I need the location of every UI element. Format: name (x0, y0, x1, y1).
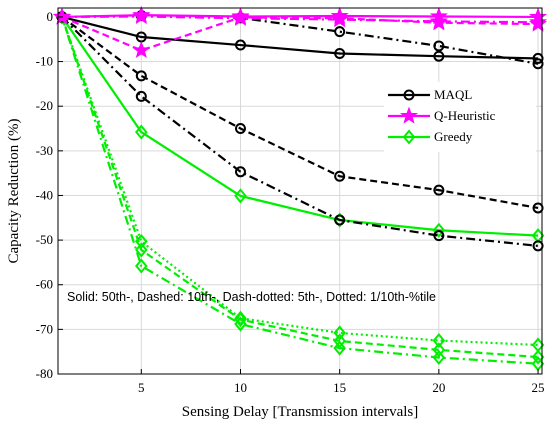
data-point-circle (532, 240, 544, 252)
data-point-diamond (333, 333, 346, 349)
data-point-circle (334, 170, 346, 182)
data-point-diamond (333, 325, 346, 341)
series-maql-50th-line (61, 15, 539, 60)
y-tick-label: -80 (36, 366, 53, 381)
x-tick-label: 20 (432, 380, 445, 395)
y-ticks: 0 -10 -20 -30 -40 -50 -60 -70 -80 (36, 9, 63, 381)
y-tick-label: -10 (36, 54, 53, 69)
data-point-diamond (432, 222, 446, 238)
data-point-star (330, 10, 349, 28)
data-point-diamond (432, 332, 446, 349)
data-point-diamond (234, 188, 247, 204)
data-point-star (529, 12, 548, 30)
legend-item-greedy: Greedy (388, 129, 473, 145)
y-axis-label: Capacity Reduction (%) (6, 119, 22, 264)
data-point-circle (234, 166, 246, 178)
data-point-circle (334, 214, 346, 226)
y-tick-label: -20 (36, 98, 53, 113)
x-tick-label: 10 (234, 380, 247, 395)
data-point-diamond (531, 349, 545, 365)
data-point-star (132, 40, 151, 59)
series-greedy-10th-line (60, 16, 539, 359)
data-point-star (231, 8, 250, 26)
data-point-circle (532, 202, 544, 214)
x-tick-label: 15 (333, 380, 346, 395)
series-q-heuristic-10th-line (61, 15, 539, 52)
data-point-circle (334, 48, 346, 60)
legend-label-maql: MAQL (434, 87, 472, 102)
series-greedy-50th-line (61, 16, 539, 237)
chart-annotation: Solid: 50th-, Dashed: 10th-, Dash-dotted… (67, 290, 436, 304)
data-point-diamond (135, 258, 148, 274)
data-point-circle (433, 230, 445, 242)
legend-item-q-heuristic: Q-Heuristic (388, 106, 496, 124)
legend: MAQL Q-Heuristic Greedy (384, 82, 536, 152)
data-point-circle (334, 26, 346, 38)
y-tick-label: 0 (47, 9, 54, 24)
series-greedy-5th-line (60, 16, 539, 365)
data-point-circle (135, 70, 147, 82)
diamond-marker-icon (402, 129, 416, 145)
y-tick-label: -60 (36, 277, 53, 292)
x-tick-label: 5 (138, 380, 145, 395)
y-tick-label: -70 (36, 321, 53, 336)
series-q-heuristic-5th (52, 7, 548, 30)
legend-label-greedy: Greedy (434, 129, 473, 144)
data-point-diamond (135, 233, 148, 249)
data-point-circle (532, 58, 544, 70)
data-point-diamond (135, 124, 148, 140)
data-point-circle (135, 90, 147, 102)
data-point-diamond (531, 337, 545, 353)
series-q-heuristic-50th-line (61, 14, 539, 19)
series-maql-5th-line (61, 16, 539, 247)
data-point-star (429, 11, 448, 30)
data-point-diamond (234, 316, 247, 332)
data-point-diamond (432, 349, 446, 366)
legend-item-maql: MAQL (388, 87, 472, 102)
data-point-circle (234, 39, 246, 51)
data-point-circle (433, 50, 445, 62)
y-tick-label: -30 (36, 143, 53, 158)
data-point-star (132, 7, 151, 25)
plot-frame (57, 7, 543, 375)
data-point-star (52, 7, 71, 25)
legend-label-q-heuristic: Q-Heuristic (434, 108, 496, 123)
series-maql-1-10th-line (61, 14, 539, 65)
x-ticks: 5 10 15 20 25 (138, 369, 545, 395)
data-point-diamond (135, 242, 148, 258)
series-greedy-1-10th (55, 9, 545, 353)
x-tick-label: 25 (532, 380, 545, 395)
star-marker-icon (399, 106, 419, 124)
series-layer (52, 5, 548, 372)
y-tick-label: -40 (36, 187, 53, 202)
data-point-circle (433, 40, 445, 52)
x-axis-label: Sensing Delay [Transmission intervals] (182, 404, 419, 420)
series-maql-50th (56, 11, 544, 64)
data-point-diamond (333, 340, 346, 356)
data-point-diamond (432, 342, 446, 358)
data-point-circle (234, 123, 246, 135)
y-tick-label: -50 (36, 232, 53, 247)
series-q-heuristic-5th-line (61, 15, 539, 24)
data-point-diamond (234, 310, 247, 326)
data-point-circle (433, 184, 445, 196)
series-maql-10th-line (61, 16, 539, 210)
